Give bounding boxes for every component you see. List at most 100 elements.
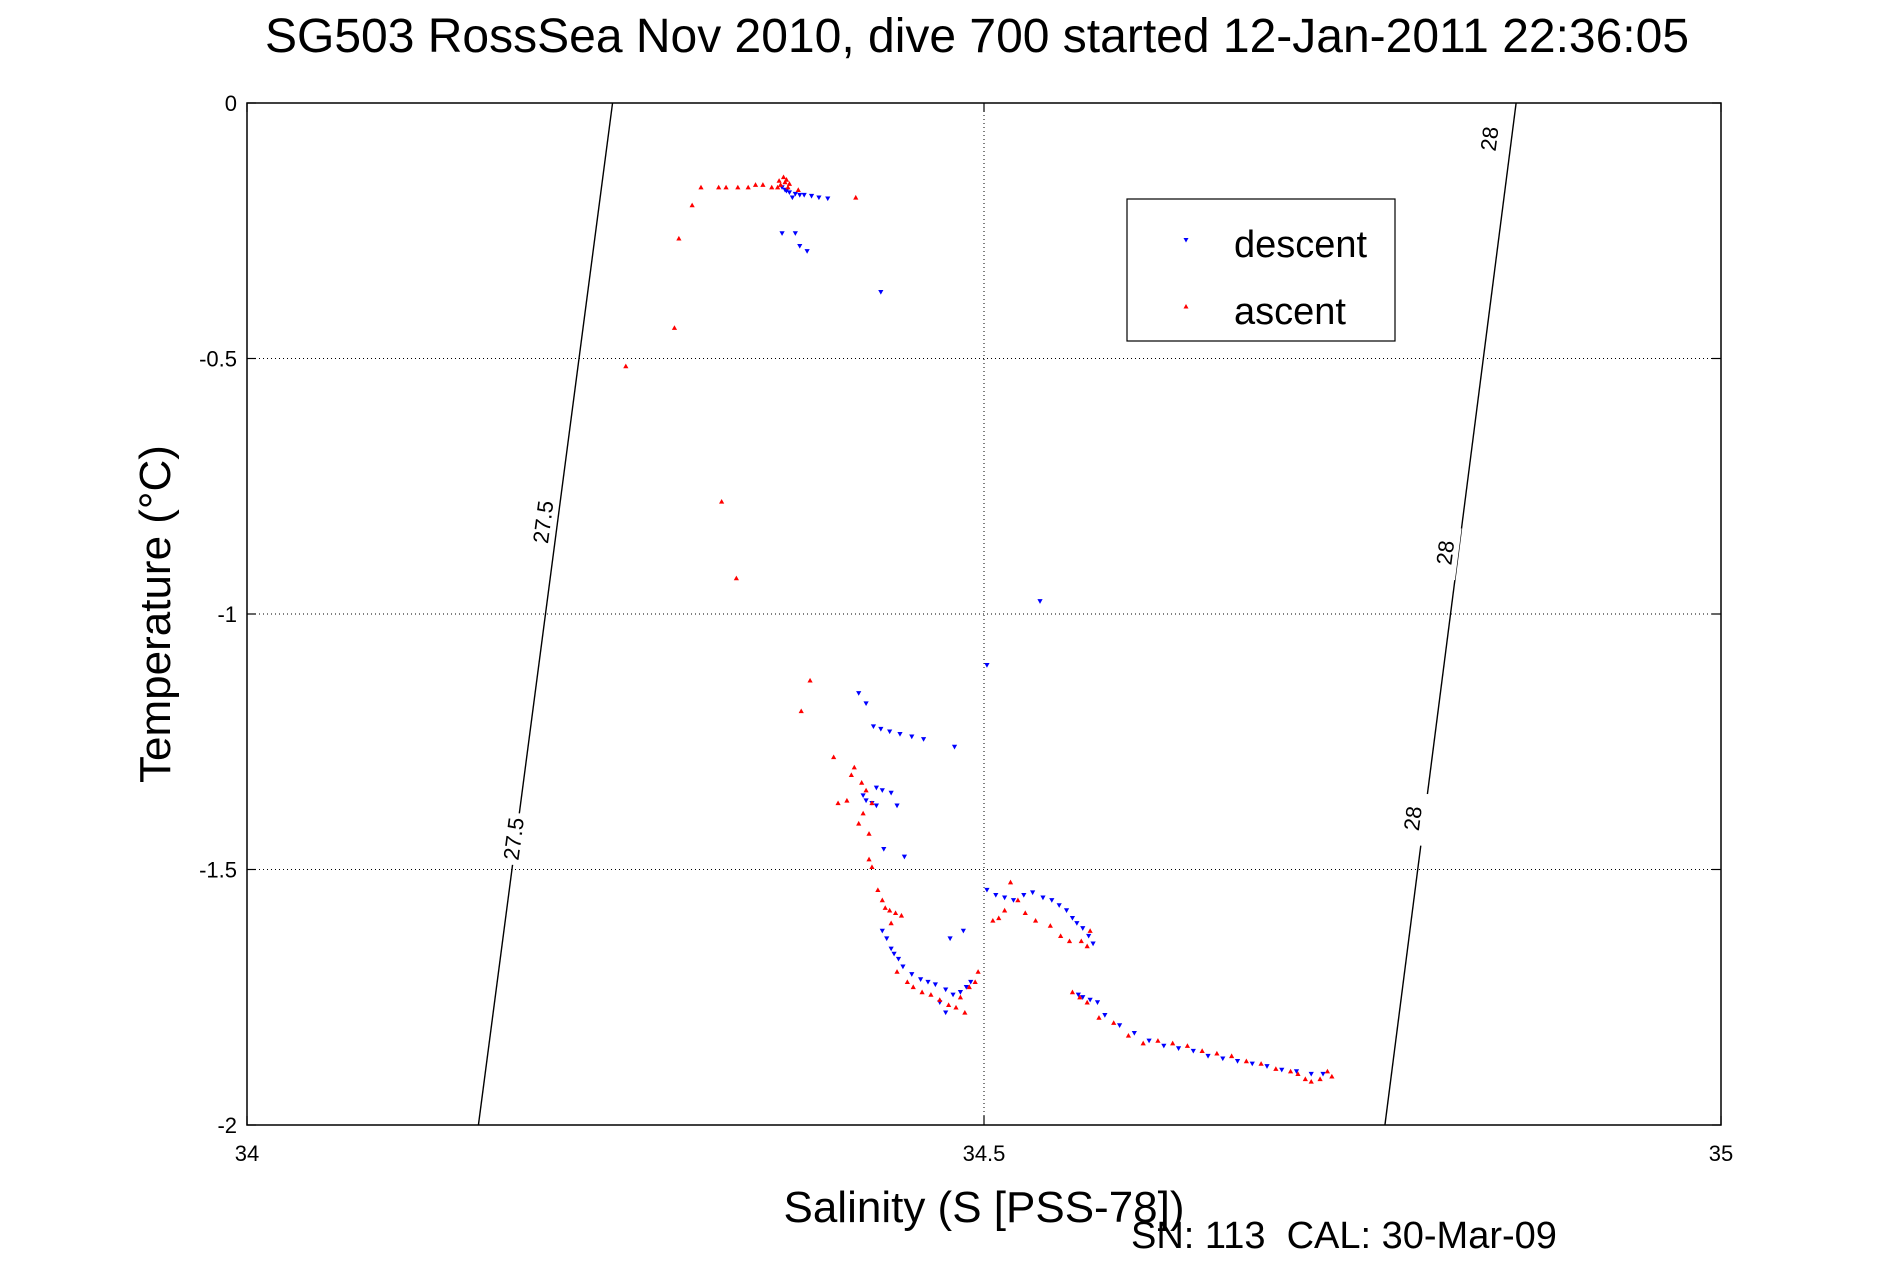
ascent-point <box>848 772 854 778</box>
ascent-point <box>904 979 910 984</box>
descent-point <box>1220 1056 1226 1062</box>
descent-point <box>887 729 893 735</box>
descent-point <box>1002 895 1008 901</box>
y-tick-label: 0 <box>225 91 237 116</box>
ascent-point <box>1287 1068 1294 1074</box>
ascent-point <box>869 800 875 806</box>
ascent-point <box>698 184 704 190</box>
ascent-point <box>752 182 759 187</box>
descent-point <box>1040 895 1046 901</box>
descent-point <box>1320 1071 1326 1077</box>
isopycnal-label-28: 28 <box>1399 805 1427 832</box>
ascent-point <box>795 187 801 192</box>
isopycnal-label-bg <box>497 811 531 867</box>
descent-point <box>1080 926 1086 931</box>
descent-point <box>950 992 956 998</box>
ascent-point <box>1058 933 1064 939</box>
descent-point <box>909 972 915 977</box>
descent-point <box>797 244 803 249</box>
descent-point <box>783 188 790 194</box>
descent-point <box>1074 921 1080 926</box>
descent-point <box>884 936 890 942</box>
ascent-point <box>623 363 629 369</box>
descent-point <box>863 701 869 707</box>
legend: descent ascent <box>1126 198 1396 342</box>
descent-point <box>856 691 862 696</box>
footer-serial-calibration: SN: 113 CAL: 30-Mar-09 <box>1131 1215 1557 1257</box>
ascent-point <box>1243 1058 1249 1064</box>
descent-point <box>1080 995 1086 1000</box>
descent-point <box>993 892 999 898</box>
ascent-point <box>1066 938 1073 944</box>
descent-point <box>1037 599 1043 604</box>
descent-point <box>792 191 798 197</box>
ascent-point <box>1184 1043 1191 1048</box>
ascent-point <box>783 177 790 182</box>
ascent-point <box>1007 879 1014 885</box>
descent-point <box>1087 997 1093 1003</box>
ascent-point <box>1302 1076 1308 1082</box>
ascent-point <box>1329 1073 1335 1079</box>
ascent-point <box>1214 1050 1220 1056</box>
descent-point <box>943 987 949 993</box>
ascent-point <box>1324 1068 1331 1074</box>
y-axis-label: Temperature (°C) <box>131 445 180 783</box>
descent-point <box>860 793 866 799</box>
ascent-point <box>775 184 781 190</box>
ascent-point <box>859 780 865 785</box>
descent-point <box>947 936 953 942</box>
ascent-point <box>888 920 894 926</box>
ascent-point <box>851 764 857 770</box>
isopycnal-label-bg <box>1473 111 1506 167</box>
ascent-point <box>671 325 678 330</box>
ascent-point <box>1295 1071 1301 1076</box>
descent-point <box>878 726 884 732</box>
ascent-point <box>1155 1038 1161 1043</box>
descent-point <box>901 854 908 860</box>
ascent-point <box>910 984 916 990</box>
isopycnal-line-28 <box>1384 102 1517 1126</box>
ascent-point <box>1125 1032 1132 1038</box>
ascent-point <box>777 182 784 187</box>
series-ascent <box>623 174 1335 1084</box>
descent-point <box>894 803 900 809</box>
series-descent <box>779 185 1326 1077</box>
ascent-point <box>676 235 682 241</box>
x-axis-label: Salinity (S [PSS-78]) <box>783 1183 1184 1232</box>
ascent-point <box>831 754 837 760</box>
ascent-point <box>962 1009 968 1015</box>
ascent-point <box>735 184 741 190</box>
isopycnal-label-bg <box>1396 790 1430 846</box>
y-tick-label: -1 <box>217 602 237 627</box>
descent-point <box>1161 1043 1167 1049</box>
ascent-point <box>919 989 925 995</box>
descent-point <box>984 663 990 668</box>
ascent-point <box>957 994 964 1000</box>
ascent-point <box>723 184 729 190</box>
descent-point <box>1086 933 1092 939</box>
ascent-point <box>966 984 972 990</box>
descent-point <box>925 979 931 985</box>
descent-point <box>909 734 915 740</box>
legend-ascent-marker <box>1183 304 1189 309</box>
descent-point <box>1308 1071 1314 1077</box>
descent-point <box>873 785 879 791</box>
ascent-point <box>786 181 793 186</box>
descent-point <box>888 790 894 796</box>
descent-point <box>879 928 885 934</box>
x-tick-label: 35 <box>1709 1141 1733 1166</box>
descent-point <box>1075 992 1081 998</box>
ascent-point <box>1084 999 1090 1005</box>
descent-point <box>792 231 798 236</box>
ascent-point <box>1002 907 1008 913</box>
ascent-point <box>882 905 888 910</box>
y-tick-label: -1.5 <box>199 858 237 883</box>
isopycnal-label-27.5: 27.5 <box>528 499 558 545</box>
legend-box <box>1126 198 1396 342</box>
ascent-point <box>689 202 695 208</box>
descent-point <box>881 846 887 852</box>
ascent-point <box>1047 923 1053 928</box>
descent-point <box>1117 1023 1123 1028</box>
x-tick-label: 34 <box>235 1141 259 1166</box>
